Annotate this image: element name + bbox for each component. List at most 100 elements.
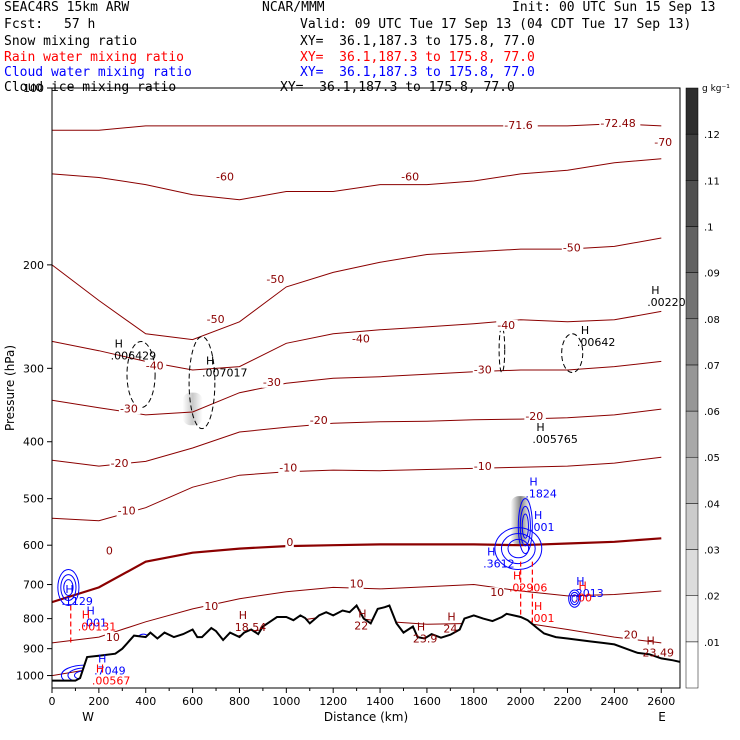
maximum-value: .005765 <box>532 433 578 446</box>
maximum-value: .00131 <box>78 620 117 633</box>
snow-contour <box>498 326 506 374</box>
maximum-marker: H <box>86 604 94 617</box>
cloud-water-contour <box>63 579 74 596</box>
legend-snow-name: Snow mixing ratio <box>4 34 138 49</box>
colorbar-segment <box>685 364 699 412</box>
isotherm-line <box>52 456 662 522</box>
maximum-value: 23.49 <box>643 646 675 659</box>
isotherm-label: -70 <box>654 136 672 149</box>
y-tick-label: 500 <box>23 493 44 506</box>
colorbar-tick-label: .09 <box>704 269 720 280</box>
colorbar-tick-label: .12 <box>704 130 720 141</box>
colorbar-unit: g kg⁻¹ <box>702 84 730 94</box>
isotherm-label: 10 <box>106 631 120 644</box>
maximum-value: .3612 <box>483 558 515 571</box>
maximum-marker: H <box>536 421 544 434</box>
colorbar-tick-label: .03 <box>704 546 720 557</box>
cloud-water-contour <box>569 591 580 606</box>
forecast-label: Fcst: <box>4 17 44 32</box>
x-tick-label: 2600 <box>647 695 675 708</box>
isotherm-label: -50 <box>207 313 225 326</box>
colorbar-segment <box>685 318 699 366</box>
x-tick-label: 800 <box>229 695 250 708</box>
label-bg <box>118 403 141 415</box>
maximum-marker: H <box>358 608 366 621</box>
isotherm-label: -20 <box>111 457 129 470</box>
cloud-water-contour <box>57 569 80 607</box>
label-bg <box>622 629 638 641</box>
isotherm-label: -30 <box>120 402 138 415</box>
isotherm-label: -60 <box>216 170 234 183</box>
isotherm-label: -60 <box>401 170 419 183</box>
maximum-value: .02906 <box>509 582 548 595</box>
label-bg <box>524 411 546 423</box>
y-tick-label: 600 <box>23 539 44 552</box>
maximum-marker: H <box>579 579 587 592</box>
y-tick-label: 700 <box>23 579 44 592</box>
isotherm-label: -30 <box>263 376 281 389</box>
isotherm-label: 20 <box>624 629 638 642</box>
legend-rain-xy: XY= 36.1,187.3 to 175.8, 77.0 <box>300 50 535 65</box>
colorbar-segment <box>685 549 699 596</box>
x-tick-label: 400 <box>135 695 156 708</box>
isotherm-line <box>52 237 662 341</box>
label-bg <box>215 171 237 183</box>
isotherm-label: 0 <box>286 536 293 549</box>
colorbar-segment <box>685 595 699 643</box>
maximum-value: 23.9 <box>413 632 438 645</box>
cloud-water-contour <box>568 589 581 608</box>
label-bg <box>104 632 120 644</box>
x-tick-label: 1000 <box>272 695 300 708</box>
maximum-marker: H <box>529 476 537 489</box>
maximum-value: .002206 <box>647 296 693 309</box>
isotherm-line <box>52 360 662 416</box>
y-tick-label: 100 <box>23 82 44 95</box>
maximum-value: .00642 <box>577 336 616 349</box>
maximum-value: .006429 <box>111 350 157 363</box>
init-time: Init: 00 UTC Sun 15 Sep 13 <box>512 0 716 15</box>
isotherm-label: -71.6 <box>504 119 532 132</box>
maximum-marker: H <box>513 570 521 583</box>
x-tick-label: 1400 <box>366 695 394 708</box>
x-axis-label: Distance (km) <box>324 710 408 724</box>
cloud-water-contour <box>507 538 530 559</box>
label-bg <box>503 120 538 132</box>
isotherm-label: -50 <box>563 241 581 254</box>
snow-contour <box>188 336 216 430</box>
plot-frame <box>51 87 681 689</box>
label-bg <box>144 360 167 372</box>
maximum-value: .007017 <box>202 367 248 380</box>
y-tick-label: 900 <box>23 643 44 656</box>
isotherm-label: -10 <box>118 505 136 518</box>
isotherm-label: -50 <box>266 273 284 286</box>
label-bg <box>104 545 114 557</box>
maximum-value: .7049 <box>94 664 126 677</box>
label-bg <box>400 171 422 183</box>
colorbar-tick-label: .05 <box>704 453 720 464</box>
x-tick-label: 1200 <box>319 695 347 708</box>
isotherm-label: -40 <box>352 332 370 345</box>
label-bg <box>653 136 675 148</box>
maximum-value: 22 <box>354 620 368 633</box>
y-tick-label: 300 <box>23 362 44 375</box>
ice-shading <box>182 392 203 426</box>
label-bg <box>599 117 641 129</box>
x-tick-label: 1800 <box>460 695 488 708</box>
colorbar-tick-label: .11 <box>704 176 720 187</box>
maximum-marker: H <box>417 620 425 633</box>
x-tick-label: 600 <box>182 695 203 708</box>
colorbar-segment <box>685 641 699 689</box>
west-label: W <box>82 710 94 724</box>
isotherm-label: -72.48 <box>600 117 635 130</box>
maximum-marker: H <box>115 338 123 351</box>
x-tick-label: 1600 <box>413 695 441 708</box>
label-bg <box>489 587 505 599</box>
maximum-marker: H <box>576 575 584 588</box>
label-bg <box>350 333 373 345</box>
colorbar-segment <box>685 87 699 135</box>
colorbar-tick-label: .07 <box>704 361 720 372</box>
plot-area <box>52 117 680 688</box>
y-tick-label: 800 <box>23 613 44 626</box>
label-bg <box>285 537 294 549</box>
